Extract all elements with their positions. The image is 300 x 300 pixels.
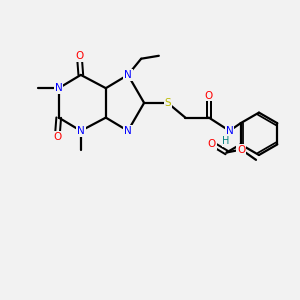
Text: N: N: [55, 83, 63, 93]
Text: N: N: [226, 126, 233, 136]
Text: O: O: [237, 145, 245, 154]
Text: N: N: [77, 126, 85, 136]
Text: S: S: [164, 98, 171, 108]
Text: O: O: [75, 51, 83, 61]
Text: O: O: [53, 132, 61, 142]
Text: O: O: [205, 91, 213, 100]
Text: H: H: [222, 136, 230, 146]
Text: O: O: [208, 139, 216, 149]
Text: N: N: [124, 126, 132, 136]
Text: N: N: [124, 70, 132, 80]
